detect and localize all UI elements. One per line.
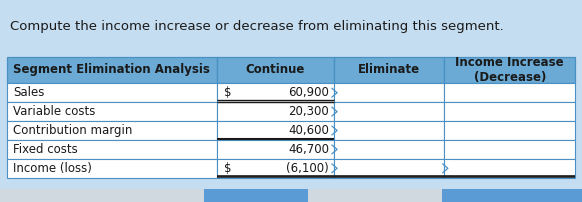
Bar: [333, 159, 445, 178]
Bar: [217, 159, 333, 178]
Text: 20,300: 20,300: [288, 105, 329, 118]
Bar: [333, 102, 445, 121]
Text: Sales: Sales: [13, 86, 44, 99]
Text: Continue: Continue: [246, 63, 305, 76]
Bar: [7, 83, 217, 102]
Bar: [7, 140, 217, 159]
Text: Income Increase
(Decrease): Income Increase (Decrease): [455, 56, 564, 84]
Bar: [333, 83, 445, 102]
Text: Segment Elimination Analysis: Segment Elimination Analysis: [13, 63, 210, 76]
Bar: [445, 57, 575, 83]
Bar: [217, 102, 333, 121]
Bar: [333, 121, 445, 140]
Bar: [445, 83, 575, 102]
Text: Variable costs: Variable costs: [13, 105, 95, 118]
Text: Fixed costs: Fixed costs: [13, 143, 77, 156]
Bar: [445, 121, 575, 140]
Bar: [333, 57, 445, 83]
Bar: [7, 102, 217, 121]
Bar: [7, 121, 217, 140]
Bar: [7, 57, 217, 83]
Bar: [442, 189, 582, 202]
Text: (6,100): (6,100): [286, 162, 329, 175]
Bar: [217, 140, 333, 159]
Text: Contribution margin: Contribution margin: [13, 124, 132, 137]
Bar: [217, 121, 333, 140]
Text: Eliminate: Eliminate: [358, 63, 420, 76]
Text: $: $: [224, 86, 232, 99]
Bar: [445, 140, 575, 159]
Bar: [204, 189, 308, 202]
Bar: [0, 0, 582, 53]
Text: 60,900: 60,900: [288, 86, 329, 99]
Text: 46,700: 46,700: [288, 143, 329, 156]
Bar: [445, 102, 575, 121]
Text: Income (loss): Income (loss): [13, 162, 92, 175]
Bar: [445, 159, 575, 178]
Text: 40,600: 40,600: [288, 124, 329, 137]
Bar: [0, 189, 582, 202]
Bar: [7, 159, 217, 178]
Bar: [217, 83, 333, 102]
Text: $: $: [224, 162, 232, 175]
Bar: [217, 57, 333, 83]
Text: Compute the income increase or decrease from eliminating this segment.: Compute the income increase or decrease …: [10, 20, 504, 33]
Bar: [333, 140, 445, 159]
